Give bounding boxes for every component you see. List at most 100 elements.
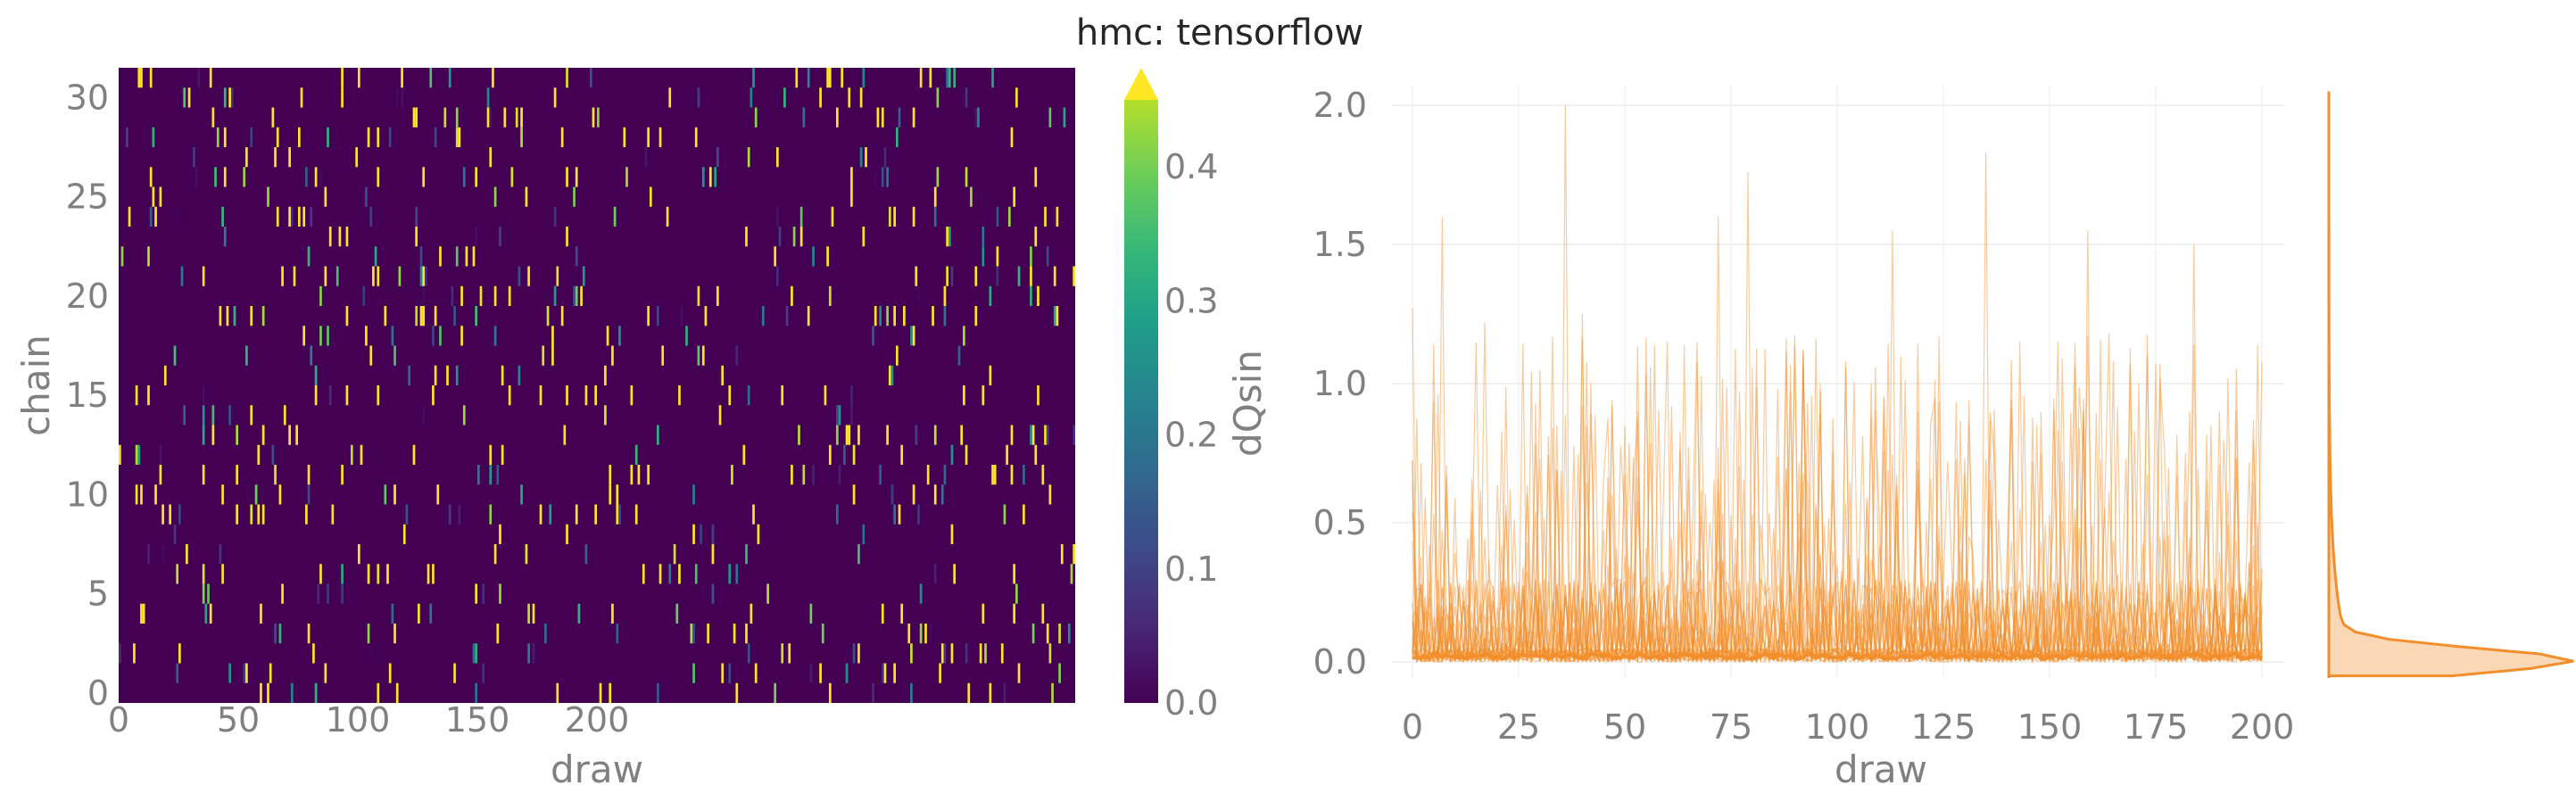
heatmap-cell (1017, 266, 1021, 286)
heatmap-cell (149, 206, 153, 227)
heatmap-cell (1034, 444, 1038, 465)
heatmap-cell (451, 285, 454, 306)
heatmap-cell (154, 206, 157, 227)
heatmap-cell (260, 603, 262, 624)
heatmap-cell (752, 68, 755, 88)
trace-series-line (1412, 230, 2263, 664)
heatmap-cell (173, 345, 177, 366)
heatmap-cell (553, 206, 557, 227)
trace-x-tick: 125 (1911, 707, 1976, 747)
heatmap-cell (202, 465, 205, 485)
heatmap-cell (1031, 624, 1035, 644)
heatmap-cell (422, 405, 426, 426)
heatmap-cell (302, 206, 306, 227)
heatmap-cell (425, 266, 427, 286)
heatmap-cell (721, 663, 725, 683)
heatmap-cell (721, 365, 725, 385)
heatmap-cell (647, 306, 650, 326)
heatmap-cell (939, 663, 941, 683)
heatmap-cell (551, 326, 554, 346)
heatmap-cell (649, 186, 652, 207)
heatmap-cell (766, 583, 769, 604)
heatmap-cell (1053, 266, 1056, 286)
heatmap-cell (933, 206, 937, 227)
heatmap-cell (694, 127, 698, 147)
heatmap-cell (245, 663, 248, 683)
heatmap-cell (422, 285, 426, 306)
heatmap-cell (630, 385, 634, 406)
heatmap-cell (566, 167, 568, 187)
heatmap-cell (960, 425, 964, 445)
heatmap-cell (974, 107, 978, 128)
heatmap-cell (1030, 425, 1032, 445)
heatmap-cell (133, 643, 136, 664)
heatmap-cell (288, 425, 291, 445)
trace-x-label: draw (1835, 748, 1927, 791)
heatmap-cell (900, 603, 904, 624)
heatmap-cell (228, 663, 231, 683)
heatmap-cell (965, 87, 968, 108)
heatmap-cell (757, 524, 760, 544)
heatmap-cell (666, 206, 669, 227)
heatmap-cell (128, 206, 131, 227)
heatmap-cell (386, 564, 389, 584)
heatmap-cell (714, 167, 716, 187)
heatmap-cell (176, 663, 178, 683)
heatmap-cell (843, 444, 846, 465)
trace-x-tick: 0 (1402, 707, 1423, 747)
heatmap-cell (700, 524, 702, 544)
heatmap-cell (836, 107, 839, 128)
heatmap-cell (943, 643, 947, 664)
heatmap-cell (302, 326, 306, 346)
heatmap-cell (408, 365, 410, 385)
heatmap-cell (221, 206, 224, 227)
heatmap-cell (439, 246, 442, 267)
heatmap-cell (197, 68, 201, 88)
heatmap-cell (879, 465, 882, 485)
heatmap-cell (219, 306, 222, 326)
heatmap-cell (499, 583, 501, 604)
heatmap-cell (278, 624, 282, 644)
heatmap-y-label: chain (14, 335, 58, 436)
heatmap-x-tick: 50 (217, 700, 260, 740)
trace-grid (1392, 86, 2284, 678)
colorbar-tick: 0.2 (1164, 416, 1218, 455)
heatmap-cell (271, 107, 275, 128)
heatmap-cell (754, 107, 758, 128)
heatmap-cell (432, 564, 435, 584)
heatmap-cell (202, 385, 205, 406)
heatmap-cell (412, 107, 416, 128)
heatmap-cell (984, 643, 987, 664)
heatmap-cell (492, 68, 494, 88)
heatmap-cell (819, 663, 822, 683)
heatmap-cell (173, 524, 177, 544)
heatmap-cell (202, 564, 205, 584)
heatmap-cell (996, 246, 999, 267)
heatmap-cell (369, 206, 373, 227)
heatmap-cell (119, 444, 121, 465)
heatmap-cell (149, 68, 153, 88)
heatmap-cell (1013, 603, 1015, 624)
heatmap-cell (926, 465, 930, 485)
heatmap-cell (319, 285, 322, 306)
heatmap-cell (599, 682, 602, 703)
heatmap-cell (750, 87, 753, 108)
heatmap-cell (874, 306, 877, 326)
heatmap-cell (422, 266, 426, 286)
heatmap-cell (388, 663, 392, 683)
heatmap-cell (305, 504, 308, 525)
heatmap-cell (912, 107, 915, 128)
heatmap-cell (1031, 425, 1035, 445)
heatmap-cell (613, 206, 617, 227)
heatmap-cell (219, 544, 222, 565)
heatmap-cell (575, 167, 578, 187)
heatmap-cell (427, 564, 430, 584)
heatmap-cell (761, 306, 765, 326)
heatmap-cell (718, 365, 722, 385)
heatmap-cell (398, 266, 402, 286)
heatmap-cell (549, 504, 552, 525)
heatmap-cell (455, 107, 459, 128)
colorbar: 0.0 0.1 0.2 0.3 0.4 dQsin (1124, 68, 1270, 723)
trace-y-tick: 1.5 (1313, 225, 1367, 264)
heatmap-cell (989, 365, 992, 385)
